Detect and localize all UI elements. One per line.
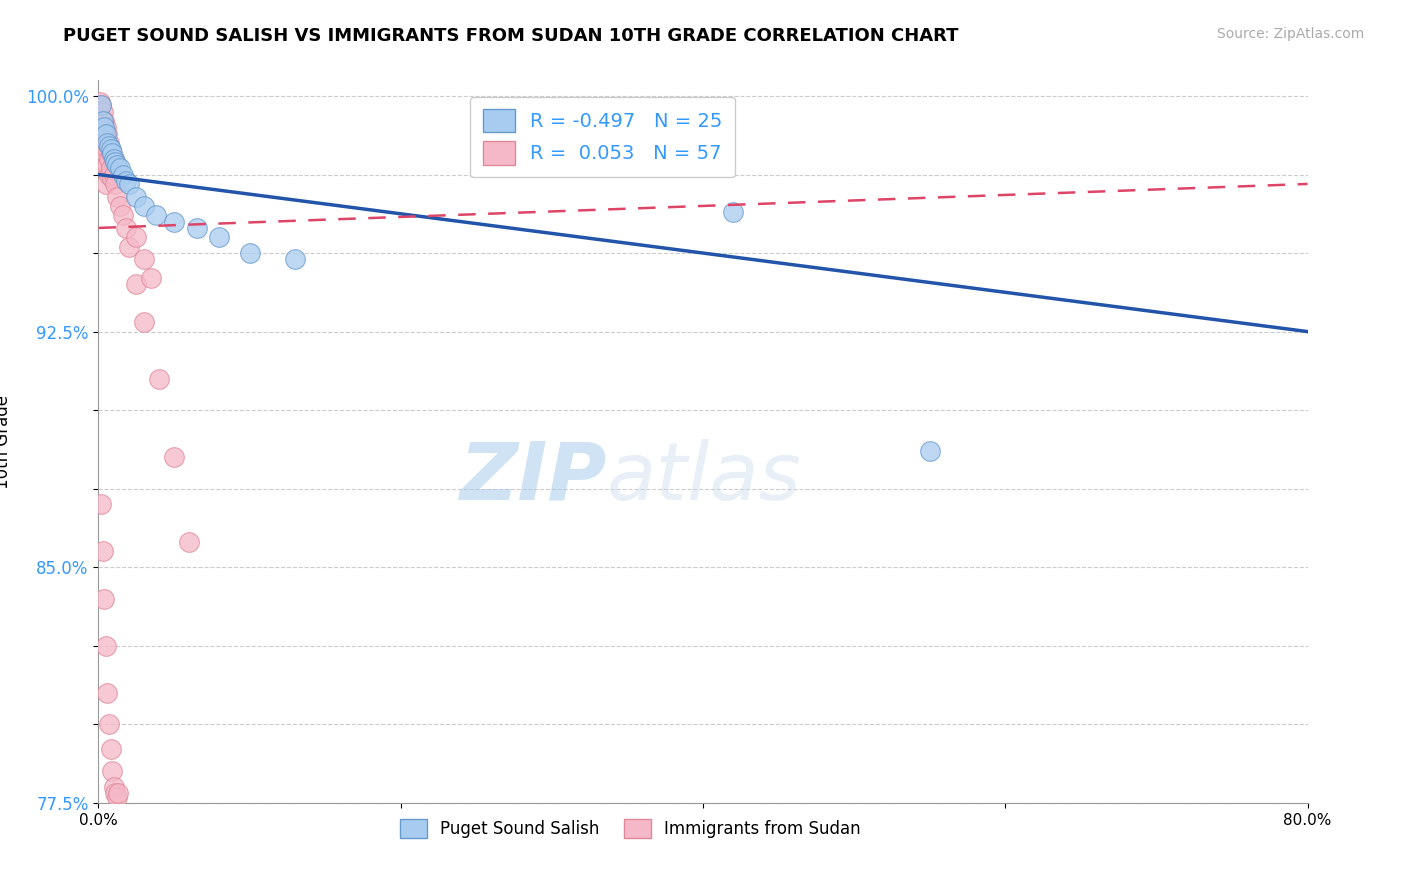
Point [100,145,122,160]
Point [96,158,118,172]
Point [89,95,111,110]
Point [132,315,155,329]
Point [100,742,122,756]
Point [103,780,125,794]
Point [111,208,134,222]
Point [101,145,124,160]
Point [104,786,127,800]
Point [104,177,127,191]
Point [208,230,231,244]
Point [90,98,112,112]
Point [96,142,118,156]
Point [105,158,128,172]
Point [111,168,134,182]
Point [98,717,121,731]
Point [94,639,117,653]
Point [125,277,148,292]
Point [91,544,114,558]
Point [90,133,112,147]
Point [118,240,141,254]
Point [94,145,117,160]
Point [100,161,122,176]
Point [96,127,118,141]
Point [94,161,117,176]
Point [723,205,745,219]
Point [93,114,115,128]
Point [96,686,118,700]
Point [132,199,155,213]
Point [98,152,121,166]
Point [163,214,186,228]
Point [94,177,117,191]
Point [141,271,163,285]
Legend: Puget Sound Salish, Immigrants from Sudan: Puget Sound Salish, Immigrants from Suda… [394,813,868,845]
Point [125,189,148,203]
Point [125,230,148,244]
Point [94,120,117,135]
Point [91,104,114,119]
Point [918,444,941,458]
Point [163,450,186,465]
Point [108,199,131,213]
Point [93,127,115,141]
Point [94,127,117,141]
Point [98,168,121,182]
Point [148,372,170,386]
Point [145,208,167,222]
Point [93,136,115,150]
Text: ZIP: ZIP [458,439,606,516]
Point [108,161,131,176]
Point [96,136,118,150]
Y-axis label: 10th Grade: 10th Grade [0,394,11,489]
Point [89,108,111,122]
Point [107,786,129,800]
Point [94,133,117,147]
Point [91,117,114,131]
Point [90,120,112,135]
Point [105,789,128,804]
Point [101,170,124,185]
Point [91,142,114,156]
Point [114,221,136,235]
Text: PUGET SOUND SALISH VS IMMIGRANTS FROM SUDAN 10TH GRADE CORRELATION CHART: PUGET SOUND SALISH VS IMMIGRANTS FROM SU… [63,27,959,45]
Text: Source: ZipAtlas.com: Source: ZipAtlas.com [1216,27,1364,41]
Point [101,764,124,779]
Point [90,111,112,125]
Point [98,136,121,150]
Point [104,155,127,169]
Point [132,252,155,267]
Point [90,497,112,511]
Point [284,252,307,267]
Point [105,189,128,203]
Point [186,221,208,235]
Point [98,139,121,153]
Point [103,152,125,166]
Point [89,114,111,128]
Point [90,98,112,112]
Point [93,591,115,606]
Point [118,177,141,191]
Point [93,120,115,135]
Point [239,246,262,260]
Text: atlas: atlas [606,439,801,516]
Point [100,142,122,156]
Point [93,152,115,166]
Point [103,168,125,182]
Point [91,114,114,128]
Point [179,535,201,549]
Point [114,174,136,188]
Point [103,152,125,166]
Point [91,129,114,144]
